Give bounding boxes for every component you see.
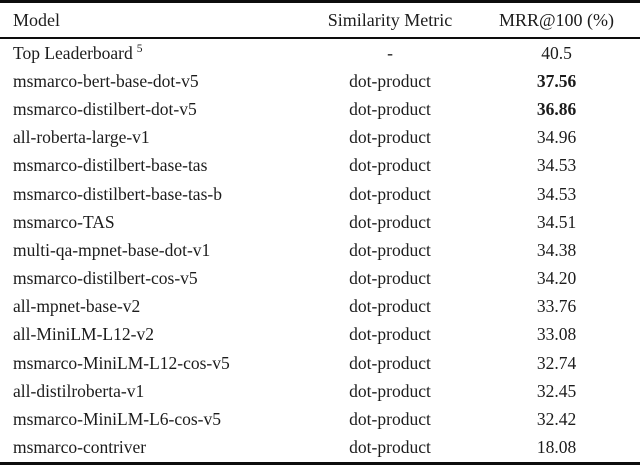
table-row: msmarco-distilbert-cos-v5 dot-product 34… bbox=[0, 265, 640, 293]
table-row: msmarco-distilbert-base-tas-b dot-produc… bbox=[0, 180, 640, 208]
model-cell: msmarco-contriver bbox=[0, 434, 307, 464]
mrr-cell: 34.96 bbox=[536, 127, 577, 148]
table-body: Top Leaderboard 5 - 40.5 msmarco-bert-bas… bbox=[0, 38, 640, 463]
model-name: all-roberta-large-v1 bbox=[13, 127, 150, 148]
model-name: msmarco-MiniLM-L6-cos-v5 bbox=[13, 409, 222, 430]
model-cell: Top Leaderboard 5 bbox=[0, 38, 307, 67]
table-row: all-MiniLM-L12-v2 dot-product 33.08 bbox=[0, 321, 640, 349]
mrr-cell: 33.08 bbox=[536, 324, 577, 345]
model-name: all-distilroberta-v1 bbox=[13, 380, 145, 401]
model-cell: all-distilroberta-v1 bbox=[0, 377, 307, 405]
mrr-cell: 37.56 bbox=[536, 70, 577, 91]
metric-cell: - bbox=[387, 42, 393, 63]
metric-cell: dot-product bbox=[349, 268, 431, 289]
model-cell: msmarco-distilbert-base-tas bbox=[0, 152, 307, 180]
metric-cell: dot-product bbox=[349, 380, 431, 401]
table-row: msmarco-MiniLM-L12-cos-v5 dot-product 32… bbox=[0, 349, 640, 377]
table-row: msmarco-bert-base-dot-v5 dot-product 37.… bbox=[0, 67, 640, 95]
model-name: all-MiniLM-L12-v2 bbox=[13, 324, 154, 345]
metric-cell: dot-product bbox=[349, 98, 431, 119]
column-header-mrr: MRR@100 (%) bbox=[473, 1, 640, 39]
metric-cell: dot-product bbox=[349, 183, 431, 204]
metric-cell: dot-product bbox=[349, 324, 431, 345]
table-row: msmarco-MiniLM-L6-cos-v5 dot-product 32.… bbox=[0, 405, 640, 433]
model-cell: msmarco-TAS bbox=[0, 208, 307, 236]
model-name: msmarco-distilbert-base-tas bbox=[13, 155, 208, 176]
model-name: all-mpnet-base-v2 bbox=[13, 296, 141, 317]
model-name: msmarco-distilbert-dot-v5 bbox=[13, 98, 197, 119]
mrr-cell: 32.42 bbox=[536, 409, 577, 430]
table-row: all-roberta-large-v1 dot-product 34.96 bbox=[0, 124, 640, 152]
model-cell: all-MiniLM-L12-v2 bbox=[0, 321, 307, 349]
footnote-ref: 5 bbox=[136, 42, 143, 55]
mrr-cell: 36.86 bbox=[536, 98, 577, 119]
table-row: multi-qa-mpnet-base-dot-v1 dot-product 3… bbox=[0, 236, 640, 264]
column-header-similarity-metric: Similarity Metric bbox=[307, 1, 473, 39]
model-name: msmarco-MiniLM-L12-cos-v5 bbox=[13, 352, 230, 373]
metric-cell: dot-product bbox=[349, 127, 431, 148]
model-name: msmarco-distilbert-base-tas-b bbox=[13, 183, 222, 204]
mrr-cell: 33.76 bbox=[536, 296, 577, 317]
header-row: Model Similarity Metric MRR@100 (%) bbox=[0, 1, 640, 39]
mrr-cell: 32.45 bbox=[536, 380, 577, 401]
mrr-cell: 32.74 bbox=[536, 352, 577, 373]
table-row: Top Leaderboard 5 - 40.5 bbox=[0, 38, 640, 67]
metric-cell: dot-product bbox=[349, 409, 431, 430]
metric-cell: dot-product bbox=[349, 70, 431, 91]
model-name: multi-qa-mpnet-base-dot-v1 bbox=[13, 239, 211, 260]
model-name: msmarco-TAS bbox=[13, 211, 115, 232]
metric-cell: dot-product bbox=[349, 352, 431, 373]
model-name: Top Leaderboard bbox=[13, 42, 133, 63]
model-name: msmarco-distilbert-cos-v5 bbox=[13, 268, 198, 289]
mrr-cell: 34.51 bbox=[536, 211, 577, 232]
model-cell: msmarco-bert-base-dot-v5 bbox=[0, 67, 307, 95]
metric-cell: dot-product bbox=[349, 239, 431, 260]
metric-cell: dot-product bbox=[349, 155, 431, 176]
mrr-cell: 34.20 bbox=[536, 268, 577, 289]
model-cell: multi-qa-mpnet-base-dot-v1 bbox=[0, 236, 307, 264]
table-row: all-mpnet-base-v2 dot-product 33.76 bbox=[0, 293, 640, 321]
mrr-cell: 40.5 bbox=[541, 42, 572, 63]
table-row: msmarco-contriver dot-product 18.08 bbox=[0, 434, 640, 464]
metric-cell: dot-product bbox=[349, 296, 431, 317]
model-cell: msmarco-distilbert-base-tas-b bbox=[0, 180, 307, 208]
metric-cell: dot-product bbox=[349, 211, 431, 232]
metric-cell: dot-product bbox=[349, 437, 431, 458]
model-cell: msmarco-distilbert-dot-v5 bbox=[0, 95, 307, 123]
model-cell: all-mpnet-base-v2 bbox=[0, 293, 307, 321]
table-row: msmarco-TAS dot-product 34.51 bbox=[0, 208, 640, 236]
model-name: msmarco-contriver bbox=[13, 437, 147, 458]
model-cell: msmarco-distilbert-cos-v5 bbox=[0, 265, 307, 293]
mrr-cell: 34.38 bbox=[536, 239, 577, 260]
model-cell: msmarco-MiniLM-L6-cos-v5 bbox=[0, 405, 307, 433]
mrr-cell: 34.53 bbox=[536, 183, 577, 204]
model-cell: msmarco-MiniLM-L12-cos-v5 bbox=[0, 349, 307, 377]
model-cell: all-roberta-large-v1 bbox=[0, 124, 307, 152]
column-header-model: Model bbox=[0, 1, 307, 39]
mrr-cell: 34.53 bbox=[536, 155, 577, 176]
table-row: all-distilroberta-v1 dot-product 32.45 bbox=[0, 377, 640, 405]
table-row: msmarco-distilbert-base-tas dot-product … bbox=[0, 152, 640, 180]
table-row: msmarco-distilbert-dot-v5 dot-product 36… bbox=[0, 95, 640, 123]
mrr-cell: 18.08 bbox=[536, 437, 577, 458]
model-name: msmarco-bert-base-dot-v5 bbox=[13, 70, 199, 91]
